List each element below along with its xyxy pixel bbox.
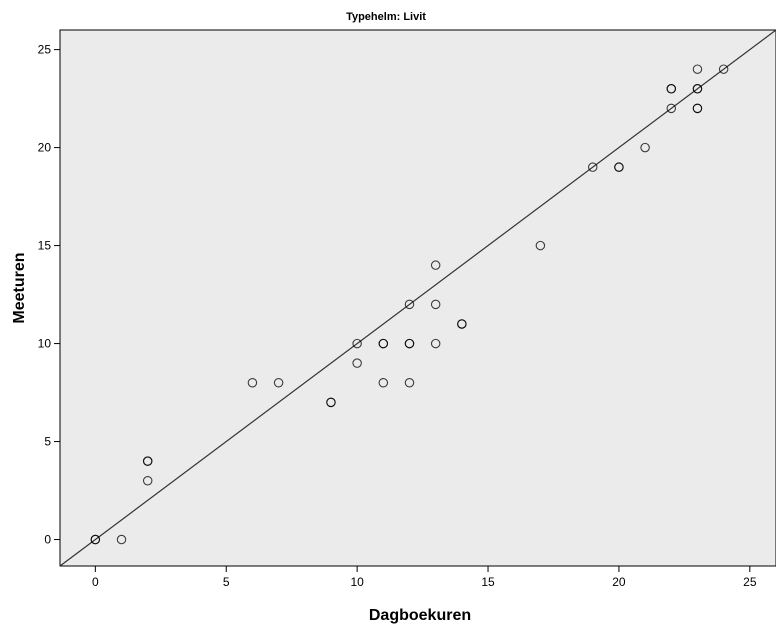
data-point: [404, 378, 415, 388]
data-point: [378, 378, 389, 388]
data-point: [142, 475, 153, 486]
y-axis-label: Meeturen: [11, 252, 28, 323]
data-point: [352, 358, 362, 368]
data-point: [430, 260, 441, 270]
data-point: [326, 397, 336, 408]
y-axis: 0 5 10 15 20 25: [38, 43, 60, 547]
data-point: [692, 64, 703, 74]
x-tick-label: 25: [743, 575, 757, 589]
data-point: [666, 84, 677, 94]
data-point: [247, 378, 258, 388]
data-point: [404, 299, 415, 310]
y-tick-label: 10: [38, 337, 52, 351]
x-axis-label: Dagboekuren: [369, 607, 471, 624]
data-point: [116, 534, 127, 545]
y-tick-label: 0: [44, 533, 51, 547]
data-point: [692, 103, 703, 114]
data-point: [273, 378, 284, 388]
data-point: [535, 240, 546, 251]
y-tick-label: 20: [38, 141, 52, 155]
data-point: [457, 319, 467, 329]
data-points: [90, 64, 729, 545]
data-point: [430, 299, 441, 310]
y-tick-label: 5: [44, 435, 51, 449]
x-tick-label: 5: [223, 575, 230, 589]
x-tick-label: 0: [92, 575, 99, 589]
x-tick-label: 10: [350, 575, 364, 589]
data-point: [352, 338, 362, 349]
data-point: [718, 64, 729, 74]
reference-line-group: [59, 29, 776, 567]
chart-title: Typehelm: Livit: [346, 11, 426, 23]
data-point: [142, 456, 153, 466]
reference-line: [59, 29, 776, 567]
x-tick-label: 15: [481, 575, 495, 589]
data-point: [430, 338, 441, 349]
x-axis: 0 5 10 15 20 25: [92, 566, 757, 589]
y-tick-label: 15: [38, 239, 52, 253]
y-tick-label: 25: [38, 43, 52, 57]
data-point: [692, 84, 703, 94]
data-point: [404, 338, 415, 349]
data-point: [640, 142, 650, 153]
data-point: [378, 338, 389, 349]
data-point: [614, 162, 624, 172]
data-point: [666, 103, 677, 114]
data-point: [90, 534, 101, 545]
data-point: [587, 162, 598, 172]
x-tick-label: 20: [612, 575, 626, 589]
